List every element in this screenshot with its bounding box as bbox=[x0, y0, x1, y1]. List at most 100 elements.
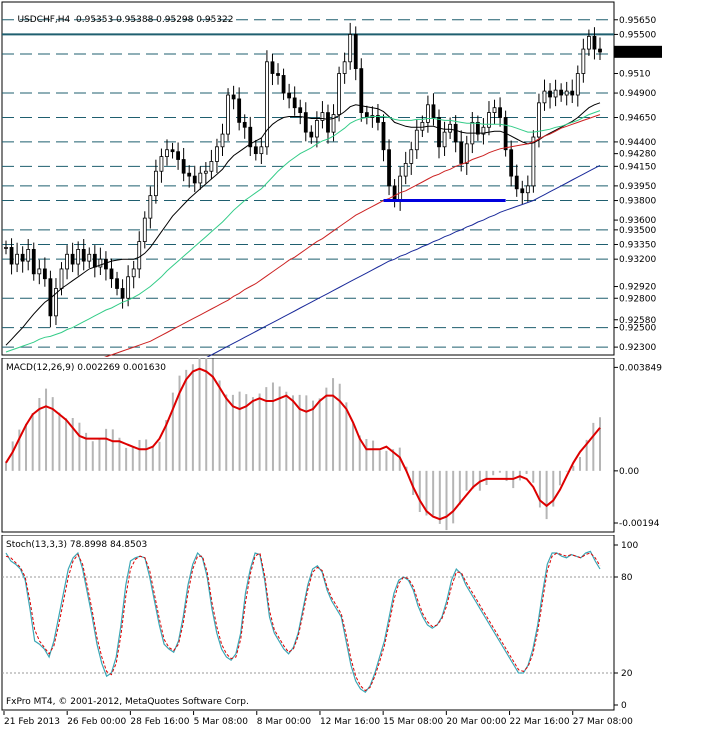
candle-body bbox=[115, 278, 119, 289]
price-tick-label: 0.92500 bbox=[619, 324, 656, 334]
candle-body bbox=[42, 268, 47, 280]
macd-axis: 0.003849 0.00 -0.00194 bbox=[614, 363, 662, 529]
candle-body bbox=[403, 163, 408, 177]
candle-body bbox=[59, 268, 64, 289]
horizontal-levels bbox=[2, 19, 614, 348]
candle-body bbox=[548, 90, 552, 98]
candle-body bbox=[314, 120, 319, 138]
candle-body bbox=[276, 73, 280, 76]
time-tick-label: 26 Feb 00:00 bbox=[67, 717, 126, 727]
candle-body bbox=[481, 126, 486, 135]
time-axis: 21 Feb 2013 26 Feb 00:00 28 Feb 16:00 5 Mar… bbox=[3, 711, 633, 727]
candle-body bbox=[387, 149, 391, 187]
candle-body bbox=[309, 131, 314, 138]
macd-pane[interactable]: 0.003849 0.00 -0.00194 MACD(12,26,9) 0.002… bbox=[0, 358, 713, 533]
candle-body bbox=[398, 175, 403, 201]
candle-body bbox=[575, 73, 580, 96]
candle-body bbox=[598, 48, 602, 53]
candle-body bbox=[564, 90, 569, 96]
candle-body bbox=[70, 253, 75, 265]
candle-body bbox=[553, 89, 558, 98]
ohlc-values: 0.95353 0.95388 0.95298 0.95322 bbox=[76, 15, 234, 25]
candle-body bbox=[159, 156, 164, 172]
candle-body bbox=[26, 248, 31, 262]
candle-body bbox=[215, 146, 219, 162]
candlesticks bbox=[4, 22, 602, 328]
candle-body bbox=[342, 61, 347, 74]
candle-body bbox=[498, 107, 502, 118]
candle-body bbox=[376, 115, 380, 123]
candle-body bbox=[142, 217, 147, 242]
price-tick-label: 0.94150 bbox=[619, 162, 656, 172]
candle-body bbox=[181, 159, 186, 174]
candle-body bbox=[92, 253, 97, 268]
candle-body bbox=[487, 112, 491, 128]
ma-black-line bbox=[5, 102, 601, 346]
price-chart[interactable]: 0.956500.955000.953000.95100.949000.9465… bbox=[0, 0, 713, 357]
current-price-marker bbox=[614, 45, 662, 58]
candle-body bbox=[148, 195, 153, 219]
candle-body bbox=[381, 121, 386, 151]
moving-averages bbox=[5, 102, 601, 357]
price-tick-label: 0.92580 bbox=[619, 316, 656, 326]
candle-body bbox=[131, 268, 136, 278]
price-tick-label: 0.92300 bbox=[619, 343, 656, 353]
candle-body bbox=[98, 258, 103, 268]
candle-body bbox=[592, 35, 597, 50]
candle-body bbox=[20, 253, 25, 262]
candle-body bbox=[570, 90, 575, 96]
price-tick-label: 0.94400 bbox=[619, 138, 656, 148]
candle-body bbox=[431, 104, 436, 118]
candle-body bbox=[237, 98, 242, 123]
copyright-footer: FxPro MT4, © 2001-2012, MetaQuotes Softw… bbox=[6, 697, 249, 707]
candle-body bbox=[353, 34, 358, 70]
candle-body bbox=[320, 112, 325, 121]
candle-body bbox=[187, 172, 192, 177]
price-tick-label: 0.93500 bbox=[619, 226, 656, 236]
price-axis: 0.956500.955000.953000.95100.949000.9465… bbox=[614, 16, 662, 353]
candle-body bbox=[104, 258, 108, 270]
candle-body bbox=[126, 276, 131, 299]
stoch-pane[interactable]: 100 80 20 0 Stoch(13,3,3) 78.8998 84.8503 F… bbox=[0, 535, 713, 711]
candle-body bbox=[265, 61, 269, 148]
macd-tick-label: -0.00194 bbox=[619, 519, 660, 529]
candle-body bbox=[337, 73, 341, 115]
candle-body bbox=[426, 104, 430, 123]
macd-chart[interactable]: 0.003849 0.00 -0.00194 bbox=[0, 358, 713, 533]
candle-body bbox=[281, 75, 286, 94]
price-tick-label: 0.93350 bbox=[619, 241, 656, 251]
candle-body bbox=[514, 175, 519, 190]
candle-body bbox=[198, 172, 203, 184]
candle-body bbox=[409, 149, 414, 164]
macd-title: MACD(12,26,9) 0.002269 0.001630 bbox=[6, 363, 166, 373]
candle-body bbox=[76, 248, 81, 265]
candle-body bbox=[559, 89, 564, 96]
candle-body bbox=[392, 185, 397, 201]
candle-body bbox=[37, 268, 42, 275]
time-tick-label: 22 Mar 16:00 bbox=[510, 717, 570, 727]
candle-body bbox=[259, 146, 264, 155]
price-tick-label: 0.93200 bbox=[619, 255, 656, 265]
candle-body bbox=[165, 149, 169, 157]
candle-body bbox=[364, 112, 369, 118]
price-tick-label: 0.93950 bbox=[619, 182, 656, 192]
candle-body bbox=[492, 107, 497, 114]
candle-body bbox=[253, 146, 258, 155]
stoch-title: Stoch(13,3,3) 78.8998 84.8503 bbox=[6, 540, 148, 550]
candle-body bbox=[420, 121, 425, 131]
macd-histogram bbox=[5, 358, 601, 531]
candle-body bbox=[31, 248, 36, 275]
ma-green-line bbox=[5, 110, 601, 353]
price-tick-label: 0.93800 bbox=[619, 197, 656, 207]
candle-body bbox=[586, 35, 591, 50]
candle-body bbox=[581, 48, 586, 74]
candle-body bbox=[170, 149, 175, 153]
price-pane[interactable]: 0.956500.955000.953000.95100.949000.9465… bbox=[0, 0, 713, 357]
time-tick-label: 27 Mar 08:00 bbox=[573, 717, 633, 727]
macd-signal-line bbox=[5, 367, 601, 521]
candle-body bbox=[448, 123, 453, 133]
candle-body bbox=[120, 288, 125, 299]
stoch-lines bbox=[5, 550, 601, 694]
time-tick-label: 5 Mar 08:00 bbox=[194, 717, 249, 727]
stoch-chart[interactable]: 100 80 20 0 bbox=[0, 535, 713, 711]
